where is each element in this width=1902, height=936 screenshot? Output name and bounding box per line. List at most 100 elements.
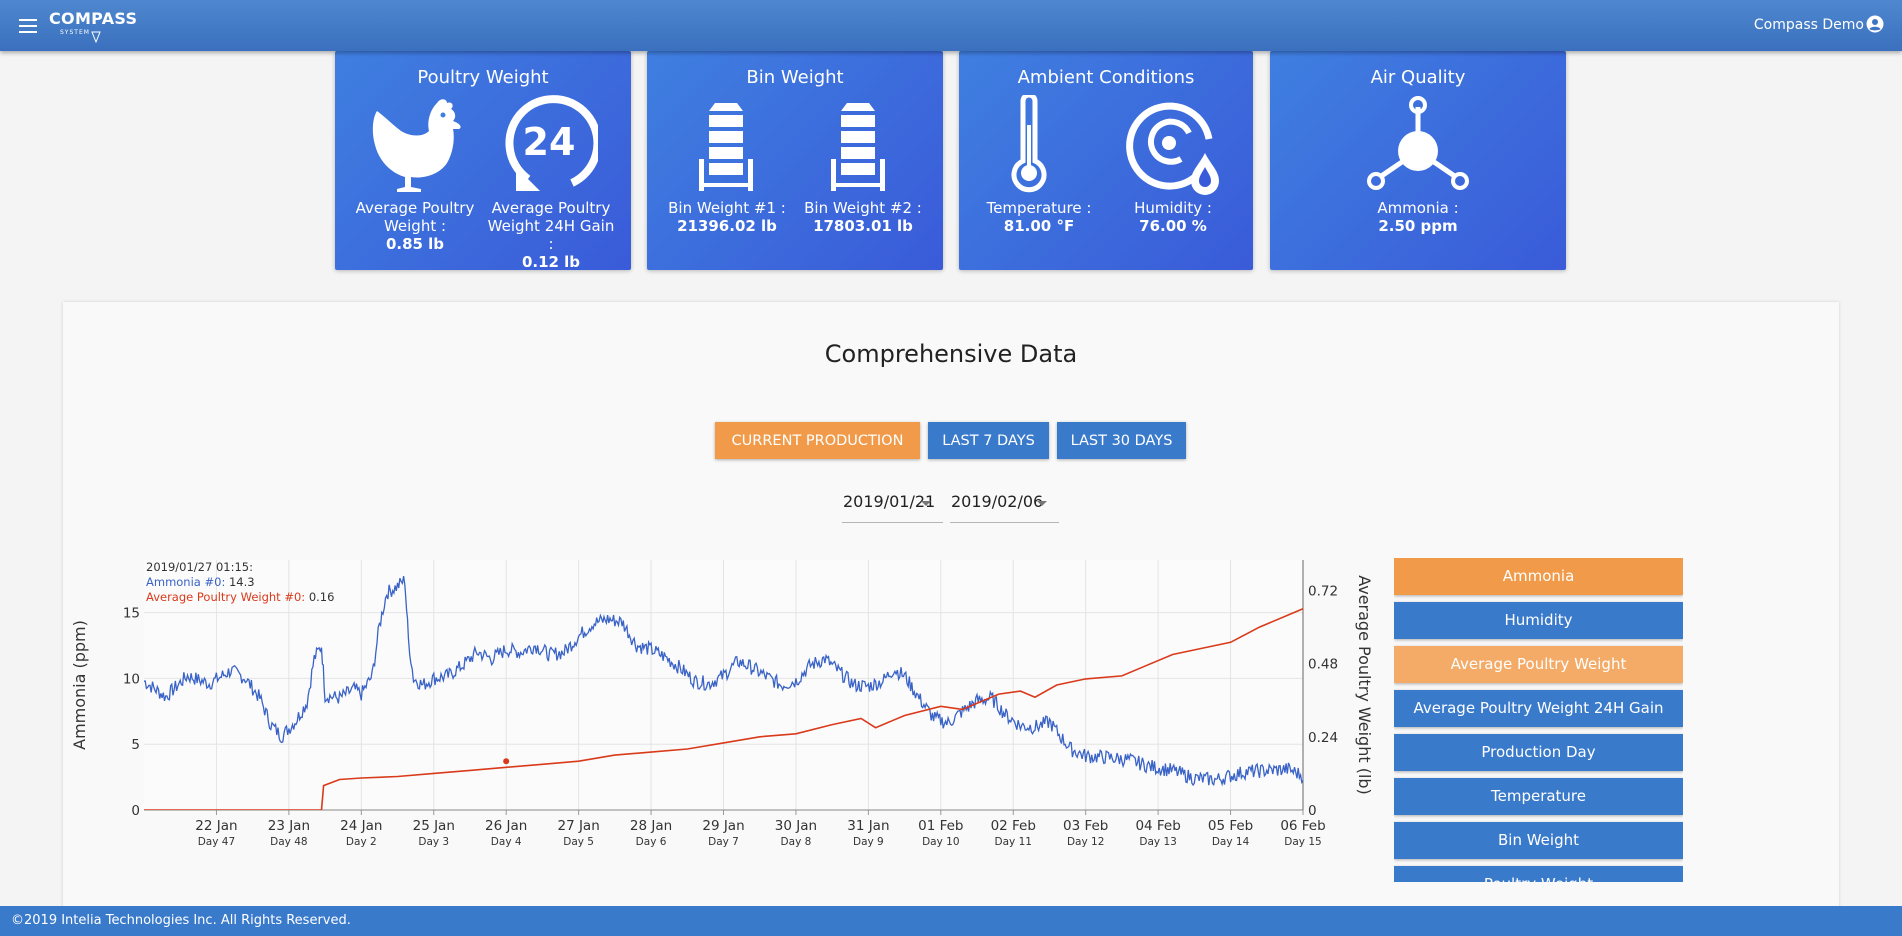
chart-container[interactable]: 22 Jan Day 47 23 Jan Day 48 24 Jan Day 2 25 Ja… bbox=[63, 542, 1383, 926]
tooltip-time: 2019/01/27 01:15: bbox=[146, 560, 253, 574]
x-tick-label: 25 Jan bbox=[413, 818, 455, 834]
24h-clock-icon: 24 bbox=[505, 95, 598, 191]
humidity-stat: Humidity : 76.00 % bbox=[1123, 199, 1223, 235]
bin-2-value: 17803.01 lb bbox=[813, 217, 913, 235]
y-right-tick-label: 0.48 bbox=[1308, 657, 1338, 673]
avg-weight-stat: Average Poultry Weight : 0.85 lb bbox=[355, 199, 475, 253]
logo-subtext: SYSTEM bbox=[60, 29, 90, 36]
x-tick-label: 26 Jan bbox=[485, 818, 527, 834]
y-left-tick-label: 5 bbox=[131, 737, 140, 753]
x-tick-label: 05 Feb bbox=[1208, 818, 1253, 834]
dropdown-arrow-icon bbox=[1037, 501, 1047, 506]
humidity-icon bbox=[1126, 102, 1219, 195]
x-subtick-label: Day 4 bbox=[491, 836, 522, 848]
logo-text: COMPASS bbox=[49, 9, 138, 28]
bin-1-value: 21396.02 lb bbox=[677, 217, 777, 235]
x-subtick-label: Day 14 bbox=[1212, 836, 1250, 848]
thermometer-icon bbox=[1011, 95, 1047, 193]
bin-1-label: Bin Weight #1 : bbox=[668, 199, 786, 217]
x-subtick-label: Day 6 bbox=[636, 836, 667, 848]
feed-bin-icon bbox=[831, 103, 885, 191]
x-tick-label: 30 Jan bbox=[775, 818, 817, 834]
x-tick-label: 29 Jan bbox=[702, 818, 744, 834]
last-7-days-button[interactable]: LAST 7 DAYS bbox=[928, 422, 1049, 459]
bin-weight-card[interactable]: Bin Weight Bin Weight #1 : 21396.02 lb B… bbox=[647, 51, 943, 270]
x-subtick-label: Day 7 bbox=[708, 836, 739, 848]
avg-weight-series-line bbox=[144, 607, 1303, 810]
air-quality-card[interactable]: Air Quality Ammonia : 2.50 ppm bbox=[1270, 51, 1566, 270]
toggle-avg-weight-gain-button[interactable]: Average Poultry Weight 24H Gain bbox=[1394, 690, 1683, 727]
tooltip-ammonia-value: 14.3 bbox=[229, 575, 255, 589]
start-date-value: 2019/01/21 bbox=[843, 492, 936, 511]
tooltip-weight: Average Poultry Weight #0: 0.16 bbox=[146, 590, 334, 604]
end-date-picker[interactable]: 2019/02/06 bbox=[950, 487, 1059, 523]
start-date-picker[interactable]: 2019/01/21 bbox=[842, 487, 943, 523]
top-app-bar: COMPASS SYSTEM Compass Demo bbox=[0, 0, 1902, 51]
tooltip-weight-name: Average Poultry Weight #0: bbox=[146, 590, 309, 604]
poultry-weight-card[interactable]: Poultry Weight 24 Average Poultry Weight… bbox=[335, 51, 631, 271]
user-name[interactable]: Compass Demo bbox=[1753, 17, 1864, 33]
y-right-tick-label: 0 bbox=[1308, 803, 1317, 819]
y-left-axis-label: Ammonia (ppm) bbox=[70, 620, 89, 750]
avg-weight-gain-label: Average Poultry Weight 24H Gain : bbox=[487, 199, 615, 253]
series-toggle-list[interactable]: Ammonia Humidity Average Poultry Weight … bbox=[1394, 558, 1683, 882]
x-tick-label: 06 Feb bbox=[1280, 818, 1325, 834]
y-right-tick-label: 0.72 bbox=[1308, 583, 1338, 599]
toggle-humidity-button[interactable]: Humidity bbox=[1394, 602, 1683, 639]
clock-24-text: 24 bbox=[523, 120, 576, 164]
x-tick-label: 28 Jan bbox=[630, 818, 672, 834]
account-circle-icon[interactable] bbox=[1866, 15, 1884, 33]
ammonia-series-line bbox=[144, 575, 1303, 787]
ammonia-value: 2.50 ppm bbox=[1378, 217, 1458, 235]
footer: ©2019 Intelia Technologies Inc. All Righ… bbox=[0, 906, 1902, 936]
current-production-button[interactable]: CURRENT PRODUCTION bbox=[715, 422, 920, 459]
logo-compass-needle-icon bbox=[91, 31, 101, 43]
avg-weight-label: Average Poultry Weight : bbox=[355, 199, 475, 235]
x-subtick-label: Day 47 bbox=[198, 836, 235, 848]
tooltip-weight-value: 0.16 bbox=[309, 590, 335, 604]
y-left-tick-label: 10 bbox=[123, 671, 140, 687]
humidity-value: 76.00 % bbox=[1139, 217, 1207, 235]
avg-weight-gain-value: 0.12 lb bbox=[521, 253, 581, 271]
chicken-icon bbox=[372, 99, 461, 192]
temperature-label: Temperature : bbox=[986, 199, 1092, 217]
x-subtick-label: Day 11 bbox=[995, 836, 1032, 848]
dropdown-arrow-icon bbox=[921, 501, 931, 506]
toggle-avg-poultry-weight-button[interactable]: Average Poultry Weight bbox=[1394, 646, 1683, 683]
x-tick-label: 03 Feb bbox=[1063, 818, 1108, 834]
x-subtick-label: Day 10 bbox=[922, 836, 959, 848]
card-title: Poultry Weight bbox=[417, 67, 549, 88]
x-tick-label: 31 Jan bbox=[847, 818, 889, 834]
x-subtick-label: Day 12 bbox=[1067, 836, 1104, 848]
ammonia-label: Ammonia : bbox=[1377, 199, 1459, 217]
toggle-production-day-button[interactable]: Production Day bbox=[1394, 734, 1683, 771]
highlight-point bbox=[503, 758, 510, 765]
temperature-stat: Temperature : 81.00 °F bbox=[984, 199, 1094, 235]
x-tick-label: 01 Feb bbox=[918, 818, 963, 834]
y-right-tick-label: 0.24 bbox=[1308, 730, 1338, 746]
x-subtick-label: Day 8 bbox=[781, 836, 812, 848]
last-30-days-button[interactable]: LAST 30 DAYS bbox=[1057, 422, 1186, 459]
y-left-tick-label: 0 bbox=[131, 803, 140, 819]
avg-weight-gain-stat: Average Poultry Weight 24H Gain : 0.12 l… bbox=[483, 199, 619, 271]
hamburger-menu-icon[interactable] bbox=[19, 19, 37, 33]
toggle-ammonia-button[interactable]: Ammonia bbox=[1394, 558, 1683, 595]
toggle-bin-weight-button[interactable]: Bin Weight bbox=[1394, 822, 1683, 859]
feed-bin-icon bbox=[699, 103, 753, 191]
bin-2-label: Bin Weight #2 : bbox=[804, 199, 922, 217]
x-tick-label: 04 Feb bbox=[1135, 818, 1180, 834]
bin-2-stat: Bin Weight #2 : 17803.01 lb bbox=[801, 199, 925, 235]
toggle-temperature-button[interactable]: Temperature bbox=[1394, 778, 1683, 815]
ammonia-stat: Ammonia : 2.50 ppm bbox=[1344, 199, 1492, 235]
toggle-poultry-weight-button[interactable]: Poultry Weight bbox=[1394, 866, 1683, 882]
x-subtick-label: Day 9 bbox=[853, 836, 884, 848]
comprehensive-line-chart[interactable]: 22 Jan Day 47 23 Jan Day 48 24 Jan Day 2 25 Ja… bbox=[63, 542, 1383, 922]
card-title: Ambient Conditions bbox=[1017, 67, 1195, 88]
humidity-label: Humidity : bbox=[1134, 199, 1212, 217]
x-tick-label: 24 Jan bbox=[340, 818, 382, 834]
x-subtick-label: Day 5 bbox=[563, 836, 594, 848]
ambient-conditions-card[interactable]: Ambient Conditions Temperature : 81.00 °… bbox=[959, 51, 1253, 270]
x-tick-label: 27 Jan bbox=[557, 818, 599, 834]
app-logo[interactable]: COMPASS SYSTEM bbox=[49, 9, 138, 43]
x-subtick-label: Day 15 bbox=[1284, 836, 1321, 848]
